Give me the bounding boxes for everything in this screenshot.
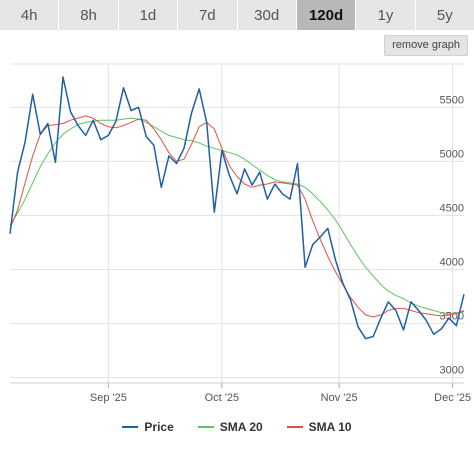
tab-120d[interactable]: 120d bbox=[296, 0, 357, 30]
tab-8h[interactable]: 8h bbox=[59, 0, 119, 30]
tab-1d[interactable]: 1d bbox=[118, 0, 179, 30]
sma10-line bbox=[9, 115, 465, 318]
range-tabs: 4h 8h 1d 7d 30d 120d 1y 5y bbox=[0, 0, 474, 30]
legend-swatch-price bbox=[122, 426, 139, 428]
y-tick-label: 5500 bbox=[440, 94, 464, 106]
x-tick-label: Dec '25 bbox=[434, 392, 471, 404]
y-tick-label: 3000 bbox=[440, 365, 464, 377]
y-tick-label: 4500 bbox=[440, 202, 464, 214]
tab-5y[interactable]: 5y bbox=[415, 0, 474, 30]
x-tick-label: Sep '25 bbox=[90, 392, 127, 404]
y-tick-label: 4000 bbox=[440, 256, 464, 268]
series bbox=[9, 76, 465, 340]
legend-label-sma20: SMA 20 bbox=[219, 420, 263, 434]
tab-7d[interactable]: 7d bbox=[178, 0, 238, 30]
legend-item-sma10[interactable]: SMA 10 bbox=[286, 420, 352, 434]
legend-item-sma20[interactable]: SMA 20 bbox=[197, 420, 263, 434]
tab-30d[interactable]: 30d bbox=[237, 0, 297, 30]
y-tick-label: 5000 bbox=[440, 148, 464, 160]
grid bbox=[10, 63, 464, 383]
legend-swatch-sma10 bbox=[286, 426, 303, 428]
tab-4h[interactable]: 4h bbox=[0, 0, 60, 30]
legend-label-sma10: SMA 10 bbox=[308, 420, 352, 434]
price-line bbox=[9, 76, 465, 340]
legend: Price SMA 20 SMA 10 bbox=[0, 420, 474, 434]
legend-item-price[interactable]: Price bbox=[122, 420, 174, 434]
remove-graph-button[interactable]: remove graph bbox=[384, 35, 468, 56]
legend-swatch-sma20 bbox=[197, 426, 214, 428]
tab-1y[interactable]: 1y bbox=[356, 0, 416, 30]
x-tick-label: Oct '25 bbox=[205, 392, 240, 404]
legend-label-price: Price bbox=[144, 420, 174, 434]
x-tick-label: Nov '25 bbox=[321, 392, 358, 404]
sma20-line bbox=[9, 117, 465, 315]
